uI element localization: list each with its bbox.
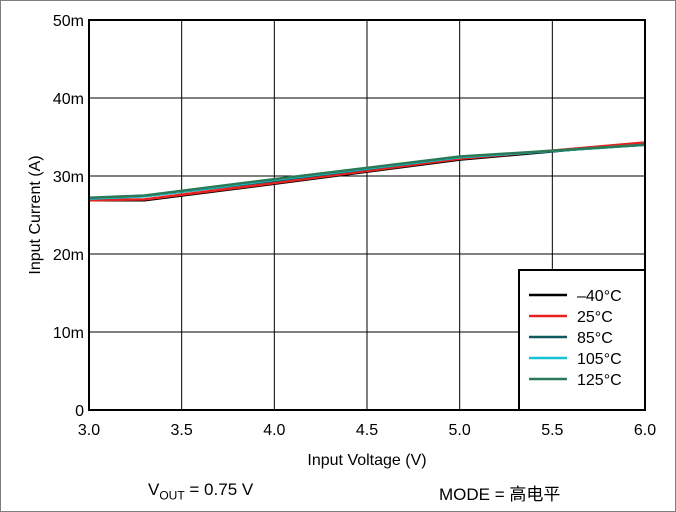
- mode-note: MODE = 高电平: [439, 485, 561, 504]
- vout-subscript: OUT: [159, 488, 185, 503]
- x-tick-label: 5.0: [449, 422, 471, 439]
- y-tick-label: 0: [75, 403, 84, 420]
- vout-prefix: V: [148, 480, 160, 499]
- y-tick-label: 30m: [53, 169, 84, 186]
- x-tick-label: 5.5: [541, 422, 563, 439]
- legend-label: 25°C: [577, 309, 613, 326]
- y-tick-label: 40m: [53, 91, 84, 108]
- series-line-4: [88, 143, 646, 200]
- vout-value: = 0.75 V: [184, 480, 254, 499]
- legend-label: 85°C: [577, 330, 613, 347]
- y-axis-label: Input Current (A): [27, 155, 44, 274]
- series-lines: [88, 141, 646, 202]
- x-tick-label: 3.5: [171, 422, 193, 439]
- y-tick-label: 50m: [53, 13, 84, 30]
- plot-border: [88, 19, 646, 411]
- legend-label: –40°C: [577, 288, 622, 305]
- y-tick-label: 10m: [53, 325, 84, 342]
- x-tick-label: 3.0: [78, 422, 100, 439]
- x-tick-label: 4.0: [263, 422, 285, 439]
- x-axis-label: Input Voltage (V): [307, 452, 426, 469]
- legend-label: 105°C: [577, 351, 622, 368]
- vout-note: VOUT = 0.75 V: [148, 480, 253, 502]
- legend-box: [518, 269, 646, 411]
- x-tick-label: 6.0: [634, 422, 656, 439]
- legend-label: 125°C: [577, 372, 622, 389]
- tick-labels: 3.0 3.5 4.0 4.5 5.0 5.5 6.0 0 10m 20m 30m 40m 50m: [53, 13, 656, 439]
- y-tick-label: 20m: [53, 247, 84, 264]
- x-tick-label: 4.5: [356, 422, 378, 439]
- legend: –40°C 25°C 85°C 105°C 125°C: [518, 269, 646, 411]
